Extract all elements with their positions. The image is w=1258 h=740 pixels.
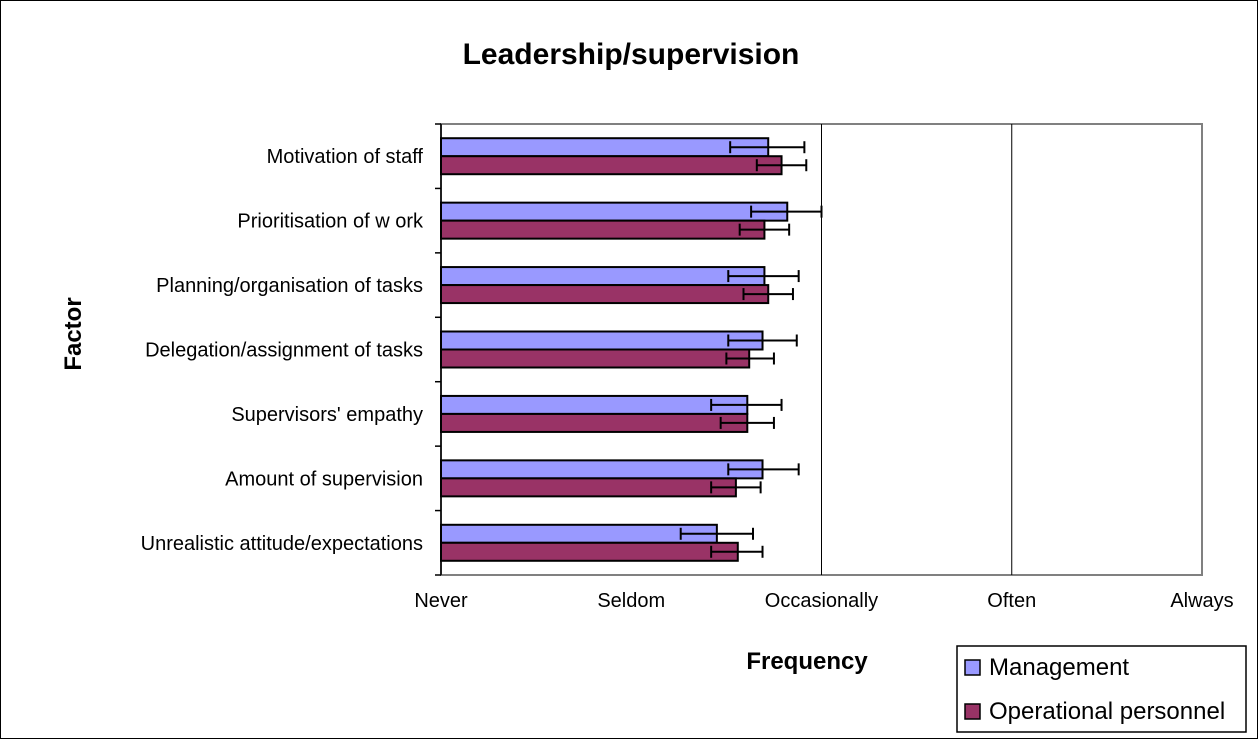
bar-management-delegation-assignment-of-tasks: [440, 330, 764, 351]
x-axis-title: Frequency: [746, 648, 868, 675]
legend-swatch-management: [964, 659, 981, 676]
error-bars: [679, 141, 823, 558]
bar-management-planning-organisation-of-tasks: [440, 266, 766, 287]
category-label-prioritisation-of-w-ork: Prioritisation of w ork: [237, 211, 424, 233]
y-axis-title: Factor: [60, 297, 87, 370]
bar-operational-personnel-unrealistic-attitude-expectations: [440, 541, 739, 562]
legend-label-operational-personnel: Operational personnel: [989, 698, 1225, 725]
legend-label-management: Management: [989, 654, 1129, 681]
legend: Management Operational personnel: [956, 645, 1247, 733]
bar-operational-personnel-amount-of-supervision: [440, 477, 737, 498]
category-label-amount-of-supervision: Amount of supervision: [225, 468, 423, 490]
x-tick-label-never: Never: [414, 590, 468, 612]
category-label-supervisors-empathy: Supervisors' empathy: [231, 404, 423, 426]
x-tick-label-always: Always: [1170, 590, 1233, 612]
bar-operational-personnel-motivation-of-staff: [440, 155, 783, 176]
bar-management-prioritisation-of-w-ork: [440, 201, 789, 222]
bar-operational-personnel-prioritisation-of-w-ork: [440, 219, 766, 240]
chart-title: Leadership/supervision: [463, 38, 800, 71]
bars: [440, 137, 789, 562]
bar-operational-personnel-planning-organisation-of-tasks: [440, 284, 770, 305]
category-axis-ticks: [435, 123, 441, 576]
bar-operational-personnel-supervisors-empathy: [440, 412, 749, 433]
x-tick-label-often: Often: [987, 590, 1036, 612]
bar-management-amount-of-supervision: [440, 459, 764, 480]
bar-operational-personnel-delegation-assignment-of-tasks: [440, 348, 751, 369]
gridlines: [821, 124, 1013, 575]
value-axis-labels: Never Seldom Occasionally Often Always: [414, 590, 1233, 612]
x-tick-label-occasionally: Occasionally: [765, 590, 878, 612]
category-label-delegation-assignment-of-tasks: Delegation/assignment of tasks: [145, 340, 423, 362]
category-labels: Motivation of staff Prioritisation of w o…: [141, 146, 424, 555]
legend-swatch-operational-personnel: [964, 703, 981, 720]
category-label-motivation-of-staff: Motivation of staff: [267, 146, 424, 168]
category-label-planning-organisation-of-tasks: Planning/organisation of tasks: [156, 275, 423, 297]
category-label-unrealistic-attitude-expectations: Unrealistic attitude/expectations: [141, 533, 423, 555]
bar-management-supervisors-empathy: [440, 394, 749, 415]
bar-management-motivation-of-staff: [440, 137, 770, 158]
bar-management-unrealistic-attitude-expectations: [440, 523, 718, 544]
legend-box: [956, 645, 1247, 733]
x-tick-label-seldom: Seldom: [597, 590, 665, 612]
